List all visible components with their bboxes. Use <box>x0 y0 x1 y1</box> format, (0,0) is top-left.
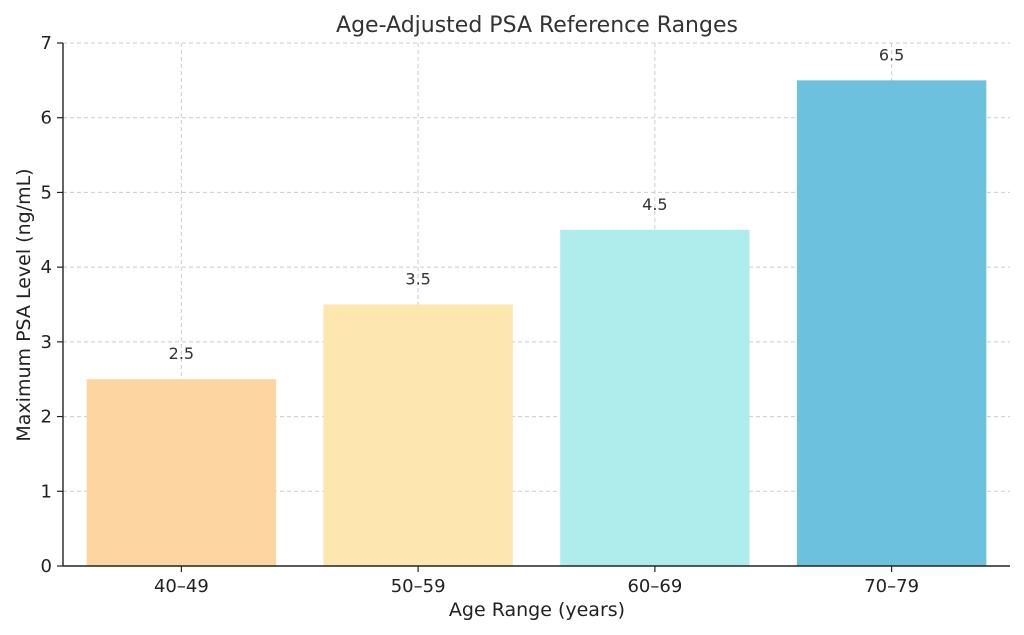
y-tick-label: 6 <box>41 108 52 129</box>
y-tick-label: 3 <box>41 332 52 353</box>
y-tick-label: 2 <box>41 407 52 428</box>
chart-title: Age-Adjusted PSA Reference Ranges <box>336 13 738 38</box>
data-label: 2.5 <box>169 344 194 363</box>
data-labels: 2.5 3.5 4.5 6.5 <box>169 45 905 363</box>
x-tick-label: 70–79 <box>864 576 919 597</box>
bar-60–69 <box>560 229 750 567</box>
x-tick-label: 60–69 <box>627 576 682 597</box>
bar-40–49 <box>86 379 277 566</box>
data-label: 3.5 <box>405 270 430 289</box>
bars <box>86 80 987 567</box>
y-tick-label: 1 <box>41 481 52 502</box>
x-tick-label: 50–59 <box>391 576 446 597</box>
y-tick-label: 5 <box>41 182 52 203</box>
y-tick-label: 4 <box>41 257 52 278</box>
y-axis-label: Maximum PSA Level (ng/mL) <box>13 168 35 441</box>
y-tick-label: 0 <box>41 556 52 577</box>
data-label: 6.5 <box>879 45 904 64</box>
bar-70–79 <box>796 80 987 566</box>
axes: 0 1 2 3 4 5 6 7 40–49 50–59 60–69 70–79 <box>41 33 1010 597</box>
data-label: 4.5 <box>642 195 667 214</box>
bar-50–59 <box>323 304 513 566</box>
y-tick-label: 7 <box>41 33 52 54</box>
x-tick-label: 40–49 <box>154 576 209 597</box>
x-axis-label: Age Range (years) <box>449 599 625 621</box>
